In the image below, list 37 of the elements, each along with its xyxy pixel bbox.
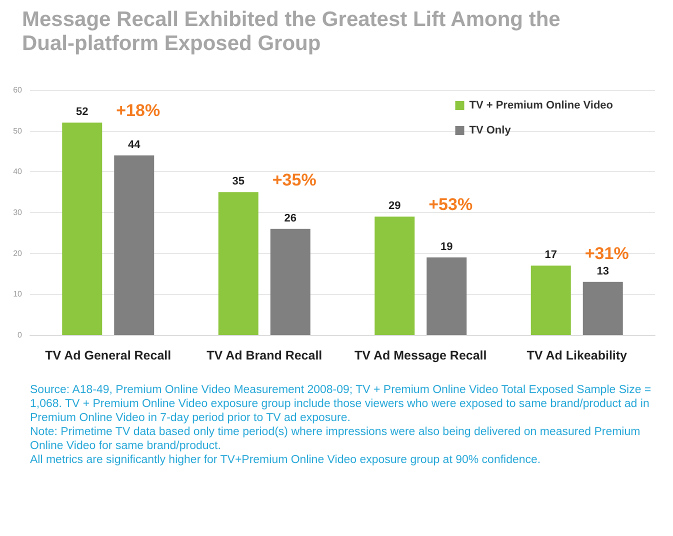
bar	[114, 155, 154, 335]
data-label: 13	[596, 265, 609, 278]
data-label: 52	[76, 106, 88, 118]
bar	[426, 257, 467, 335]
y-tick-label: 10	[13, 290, 23, 299]
y-tick-label: 50	[13, 126, 23, 136]
y-tick-label: 30	[13, 208, 23, 217]
bar	[218, 192, 258, 335]
x-tick-label: TV Ad Likeability	[526, 348, 628, 362]
y-tick-label: 40	[13, 167, 23, 176]
y-tick-label: 20	[13, 248, 23, 258]
y-tick-label: 60	[13, 86, 23, 94]
annotation: +53%	[428, 195, 473, 214]
chart-title: Message Recall Exhibited the Greatest Lift Among the Dual-platform Exposed Group	[22, 8, 562, 56]
bar	[374, 216, 415, 335]
legend-label: TV + Premium Online Video	[469, 100, 614, 112]
data-label: 26	[284, 212, 296, 224]
x-tick-label: TV Ad Brand Recall	[206, 348, 322, 362]
source-note: Source: A18-49, Premium Online Video Measurement 2008-09; TV + Premium Online Video Total Exposed Sample Size = 1,068. TV + Premium Online Video exposure group include those viewers who were exposed to same brand/product ad in Premium Online Video in 7-day period prior to TV ad exposure.	[30, 383, 652, 425]
data-label: 29	[388, 200, 401, 212]
bar	[582, 282, 623, 335]
bar	[62, 122, 102, 335]
data-label: 35	[232, 176, 244, 188]
bar	[270, 228, 310, 335]
annotation: +35%	[272, 170, 316, 190]
bar	[530, 266, 571, 335]
x-tick-label: TV Ad Message Recall	[354, 348, 487, 362]
annotation: +31%	[584, 244, 629, 264]
data-label: 17	[544, 249, 557, 262]
data-label: 19	[440, 240, 453, 253]
data-label: 44	[128, 138, 142, 151]
annotation: +18%	[116, 101, 160, 120]
text: All metrics are significantly higher for TV+Premium Online Video exposure group at 90% confidence.	[30, 453, 542, 467]
text: Note: Primetime TV data based only time period(s) where impressions were also being delivered on measured Premium Online Video for same brand/product.	[30, 425, 642, 453]
legend-label: TV Only	[469, 124, 512, 136]
y-tick-label: 0	[18, 330, 23, 340]
x-tick-label: TV Ad General Recall	[45, 348, 172, 362]
